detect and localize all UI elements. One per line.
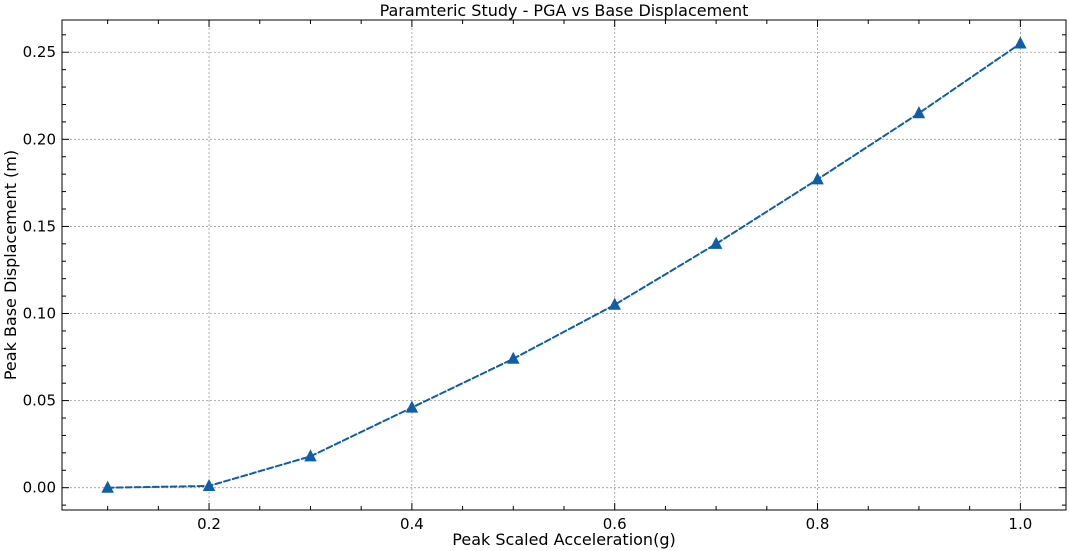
series-line	[106, 42, 1022, 489]
x-tick-label: 0.2	[197, 515, 221, 533]
x-tick-label: 1.0	[1008, 515, 1032, 533]
y-axis-label: Peak Base Displacement (m)	[1, 150, 20, 380]
tick-labels: 0.2 0.4 0.6 0.8 1.0 0.00 0.05 0.10 0.15 0.20 0.25	[23, 43, 1033, 533]
series-markers	[101, 36, 1027, 493]
y-tick-label: 0.00	[23, 479, 56, 497]
grid	[62, 20, 1066, 510]
data-point	[304, 449, 317, 462]
data-point	[811, 172, 824, 185]
data-point	[101, 480, 114, 493]
x-axis-label: Peak Scaled Acceleration(g)	[452, 530, 675, 549]
data-point	[405, 400, 419, 413]
data-point	[912, 106, 926, 119]
y-tick-label: 0.15	[23, 217, 56, 235]
plot-area	[62, 20, 1066, 510]
data-point	[202, 478, 216, 491]
tick-marks	[62, 20, 1066, 510]
y-tick-label: 0.25	[23, 43, 56, 61]
x-tick-label: 0.8	[806, 515, 830, 533]
data-point	[507, 351, 520, 364]
plot-frame	[61, 19, 1067, 511]
data-point	[1014, 36, 1027, 49]
data-point	[709, 236, 723, 249]
y-tick-label: 0.10	[23, 305, 56, 323]
data-point	[608, 297, 621, 310]
chart-title: Paramteric Study - PGA vs Base Displacem…	[380, 1, 749, 20]
x-tick-label: 0.6	[603, 515, 627, 533]
y-tick-label: 0.20	[23, 130, 56, 148]
y-tick-label: 0.05	[23, 392, 56, 410]
x-tick-label: 0.4	[400, 515, 424, 533]
